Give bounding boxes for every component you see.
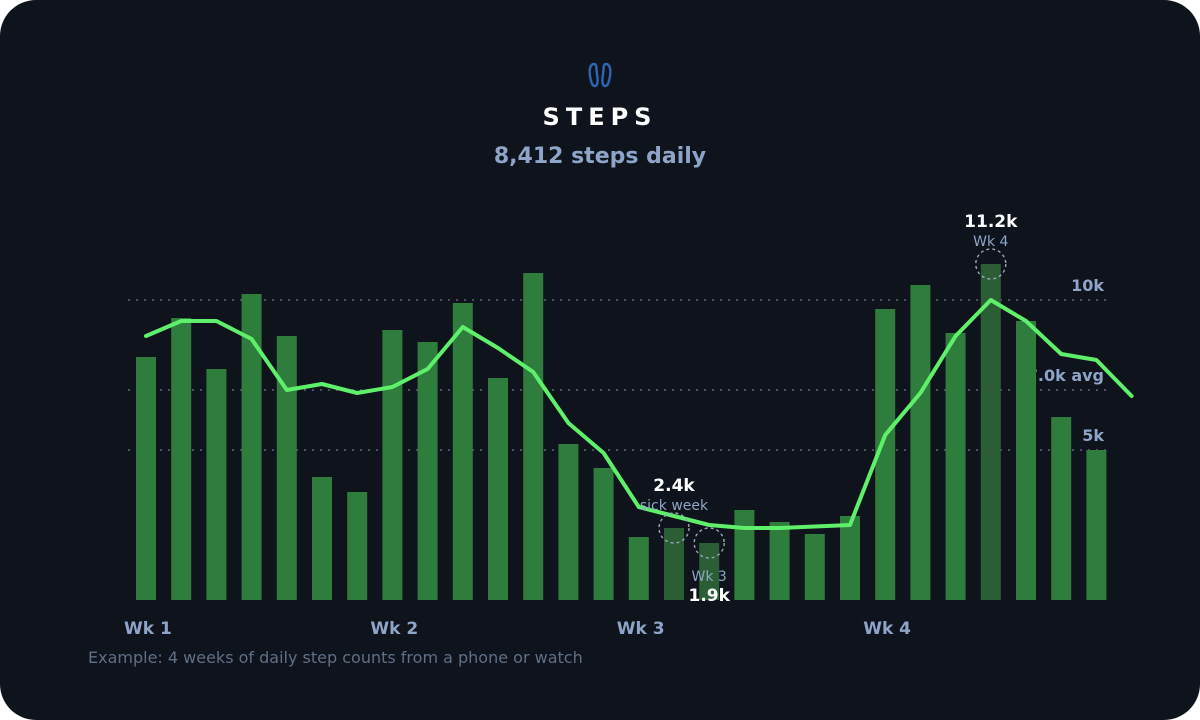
chart-caption: Example: 4 weeks of daily step counts fr… xyxy=(88,648,583,667)
footprints-icon xyxy=(588,62,612,88)
bar xyxy=(980,264,1001,600)
annotation-label: sick week xyxy=(640,498,709,514)
bar xyxy=(1086,450,1107,600)
annotation-marker xyxy=(975,248,1007,280)
bar xyxy=(840,516,860,600)
chart-subtitle: 8,412 steps daily xyxy=(493,144,707,169)
bar xyxy=(769,522,790,600)
bar xyxy=(628,537,649,600)
reference-line-label: 5k xyxy=(1082,426,1104,445)
bar xyxy=(804,534,825,600)
bar xyxy=(171,318,192,600)
bar xyxy=(312,477,332,600)
trend-line-series xyxy=(144,298,1134,530)
annotation-value: 1.9k xyxy=(688,586,730,606)
bar xyxy=(488,378,508,600)
annotation-value: 11.2k xyxy=(964,212,1018,232)
annotation-marker xyxy=(658,512,690,544)
x-axis-ticks: Wk 1 Wk 2 Wk 3 Wk 4 xyxy=(124,619,911,639)
x-tick-label: Wk 1 xyxy=(124,619,172,639)
annotation-value: 2.4k xyxy=(653,476,695,496)
bar xyxy=(910,285,931,600)
x-tick-label: Wk 3 xyxy=(617,619,665,639)
bar xyxy=(452,303,473,600)
reference-line-label: 10k xyxy=(1071,276,1104,295)
bar xyxy=(1016,321,1036,600)
bar xyxy=(382,330,403,600)
bar xyxy=(417,342,438,600)
chart-title: STEPS xyxy=(542,103,658,131)
bar xyxy=(664,528,684,600)
bar xyxy=(523,273,544,600)
bar xyxy=(593,468,614,600)
trend-line xyxy=(144,298,1134,530)
reference-line-label: 7.0k avg xyxy=(1027,366,1104,385)
bar xyxy=(241,294,262,600)
bar xyxy=(136,357,156,600)
bar xyxy=(558,444,579,600)
bar xyxy=(1051,417,1072,600)
bar xyxy=(734,510,755,600)
annotation-label: Wk 3 xyxy=(692,569,727,585)
bar xyxy=(347,492,368,600)
bar xyxy=(875,309,896,600)
bar-series xyxy=(136,264,1107,600)
x-tick-label: Wk 4 xyxy=(863,619,911,639)
x-tick-label: Wk 2 xyxy=(370,619,418,639)
bar xyxy=(206,369,227,600)
bar xyxy=(945,333,966,600)
annotation-label: Wk 4 xyxy=(973,234,1008,250)
bar xyxy=(276,336,297,600)
reference-lines: 10k 7.0k avg 5k xyxy=(128,276,1110,451)
annotation-marker xyxy=(693,527,725,559)
